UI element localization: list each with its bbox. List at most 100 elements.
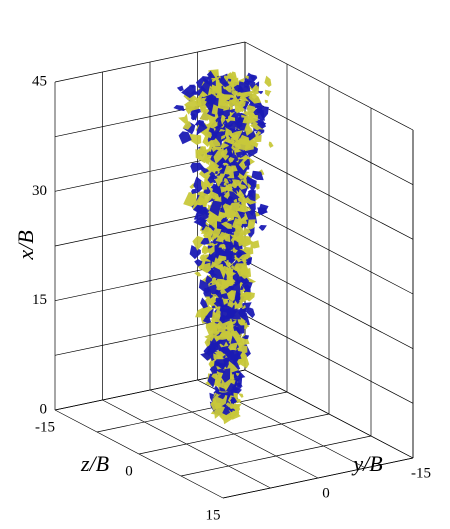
iso-patch [233,321,241,327]
iso-patch [235,150,244,158]
iso-patch [196,121,208,136]
iso-patch [190,162,205,174]
iso-patch [247,182,252,190]
iso-patch [248,80,256,89]
iso-patch [264,75,272,87]
iso-patch [223,285,234,294]
iso-patch [248,210,254,217]
iso-patch [187,133,202,145]
iso-patch [197,218,208,229]
iso-patch [202,317,212,324]
iso-patch [245,277,249,284]
iso-patch [214,359,226,367]
iso-patch [208,212,219,224]
iso-patch [223,233,231,243]
iso-patch [220,293,229,299]
iso-patch [238,393,244,398]
iso-patch [255,184,260,190]
iso-patch [207,118,218,129]
iso-patch [223,174,230,178]
minor-grid-line [180,435,372,477]
iso-patch [209,200,223,217]
iso-patch [258,169,265,176]
minor-grid-line [96,391,288,433]
x-tick-label: 0 [40,401,48,417]
iso-patch [204,308,214,319]
iso-patch [213,266,224,280]
iso-patch [234,303,242,309]
iso-patch [197,191,204,197]
iso-patch [230,75,236,81]
iso-patch [216,320,228,333]
iso-patch [220,130,226,137]
iso-patch [212,305,216,309]
iso-patch [219,142,229,149]
iso-patch [184,98,200,111]
iso-patch [200,238,210,245]
iso-patch [227,157,235,163]
iso-patch [227,99,237,108]
iso-patch [205,322,218,336]
iso-patch [203,154,212,166]
iso-patch [235,116,245,129]
iso-patch [228,135,235,145]
iso-patch [199,254,206,261]
iso-patch [210,348,215,353]
iso-patch [232,392,238,400]
iso-patch [191,112,196,121]
iso-patch [205,275,213,285]
iso-patch [230,111,244,118]
iso-patch [226,268,230,275]
iso-patch [192,235,204,251]
y-axis-label: y/B [351,451,382,476]
iso-patch [228,349,243,363]
iso-patch [244,124,253,136]
iso-patch [225,128,233,136]
iso-patch [235,372,240,377]
iso-patch [217,393,226,400]
iso-patch [215,402,221,409]
iso-patch [209,298,217,307]
iso-patch [223,120,236,132]
iso-patch [209,190,221,201]
iso-patch [231,218,243,231]
iso-patch [200,226,213,234]
iso-patch [207,337,218,350]
iso-patch [207,175,215,184]
iso-patch [217,108,224,118]
isosurface [173,69,274,425]
iso-patch [211,373,218,380]
iso-patch [203,149,209,154]
iso-patch [210,183,220,192]
iso-patch [233,240,240,252]
iso-patch [208,159,220,173]
iso-patch [237,355,250,369]
iso-patch [243,196,257,205]
iso-patch [228,244,234,251]
iso-patch [213,147,225,165]
y-tick-label: 0 [322,485,330,501]
iso-patch [250,240,260,249]
iso-patch [215,390,221,395]
iso-patch [194,271,202,277]
iso-patch [213,330,220,336]
iso-patch [243,72,256,83]
z-tick-label: 15 [206,507,221,523]
z-axis-label: z/B [80,451,109,476]
iso-patch [237,81,251,93]
iso-patch [211,311,221,323]
iso-patch [249,114,258,124]
iso-patch [228,342,239,351]
iso-patch [222,203,232,213]
iso-patch [198,168,211,179]
x-tick-label: 15 [32,292,47,308]
iso-patch [223,332,233,338]
iso-patch [233,198,238,203]
iso-patch [214,164,223,172]
iso-patch [225,318,234,332]
iso-patch [182,121,192,130]
iso-patch [226,275,233,281]
iso-patch [220,197,231,205]
iso-patch [236,184,240,193]
iso-patch [194,259,203,267]
